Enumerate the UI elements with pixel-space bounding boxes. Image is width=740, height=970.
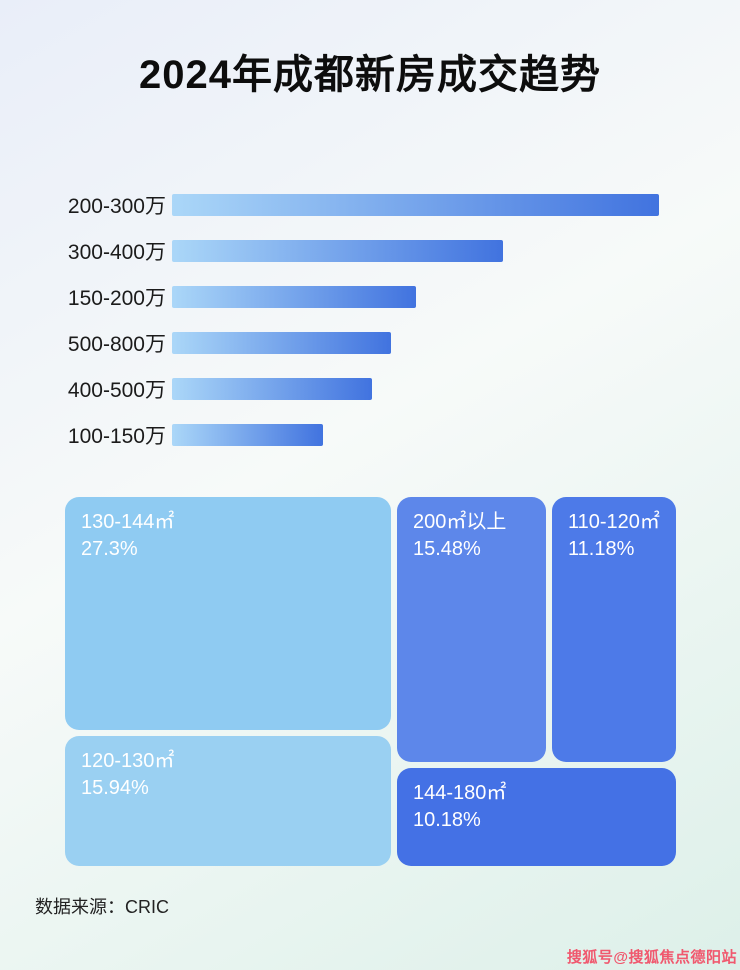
bar-row: 200-300万 [50,194,740,218]
bar-row: 500-800万 [50,332,740,356]
bar [172,424,323,446]
treemap-block-percent: 15.48% [413,538,481,560]
treemap-block-percent: 15.94% [81,777,149,799]
area-share-treemap: 130-144㎡ 27.3% 120-130㎡ 15.94% 200㎡以上 15… [0,497,740,867]
treemap-block-percent: 27.3% [81,538,138,560]
bar-row: 300-400万 [50,240,740,264]
bar [172,332,391,354]
sohu-watermark: 搜狐号@搜狐焦点德阳站 [566,949,737,966]
data-source-label: 数据来源：CRIC [35,897,169,917]
treemap-block-label: 200㎡以上 [413,511,507,533]
bar-track [172,286,672,308]
treemap-block-200-plus: 200㎡以上 15.48% [397,497,546,762]
page-title: 2024年成都新房成交趋势 [139,53,601,97]
bar [172,240,503,262]
bar-row: 100-150万 [50,424,740,448]
bar-row: 400-500万 [50,378,740,402]
treemap-block-110-120: 110-120㎡ 11.18% [552,497,676,762]
treemap-block-percent: 11.18% [568,538,635,560]
treemap-block-144-180: 144-180㎡ 10.18% [397,768,676,866]
treemap-block-label: 144-180㎡ [413,782,507,804]
bar-category-label: 500-800万 [67,333,166,356]
bar-track [172,194,672,216]
treemap-block-label: 110-120㎡ [568,511,660,533]
bar [172,194,659,216]
bar-row: 150-200万 [50,286,740,310]
bar-category-label: 150-200万 [67,287,166,310]
bar-track [172,378,672,400]
bar-category-label: 200-300万 [67,195,166,218]
price-range-bar-chart: 200-300万 300-400万 150-200万 500-800万 400-… [0,194,740,448]
treemap-block-130-144: 130-144㎡ 27.3% [65,497,391,730]
bar-track [172,424,672,446]
treemap-block-label: 130-144㎡ [81,511,175,533]
bar-track [172,240,672,262]
bar [172,378,372,400]
treemap-block-percent: 10.18% [413,809,481,831]
bar-category-label: 400-500万 [67,379,166,402]
treemap-block-120-130: 120-130㎡ 15.94% [65,736,391,866]
bar-category-label: 300-400万 [67,241,166,264]
bar-category-label: 100-150万 [67,425,166,448]
bar-track [172,332,672,354]
treemap-block-label: 120-130㎡ [81,750,175,772]
bar [172,286,416,308]
